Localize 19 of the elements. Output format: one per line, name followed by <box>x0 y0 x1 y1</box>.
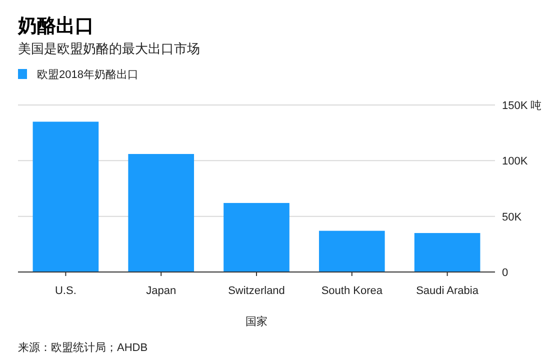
y-tick-label: 100K <box>502 156 528 168</box>
source-note: 来源：欧盟统计局；AHDB <box>18 341 148 354</box>
bar <box>224 202 290 272</box>
y-tick-label: 0 <box>502 267 508 279</box>
x-tick-label: Japan <box>146 285 176 297</box>
x-tick-label: Saudi Arabia <box>416 285 480 297</box>
bar <box>414 233 480 272</box>
chart-subtitle: 美国是欧盟奶酪的最大出口市场 <box>18 41 200 56</box>
bar <box>318 230 385 272</box>
x-axis-title: 国家 <box>246 315 268 328</box>
legend-label: 欧盟2018年奶酪出口 <box>37 68 138 81</box>
bar <box>32 122 99 272</box>
chart-title: 奶酪出口 <box>17 15 94 37</box>
x-tick-label: U.S. <box>54 285 76 297</box>
x-tick-label: South Korea <box>321 285 384 297</box>
x-tick-label: Switzerland <box>228 285 285 297</box>
y-tick-label: 150K 吨 <box>502 99 542 112</box>
y-tick-label: 50K <box>502 211 522 224</box>
bar <box>128 154 194 272</box>
